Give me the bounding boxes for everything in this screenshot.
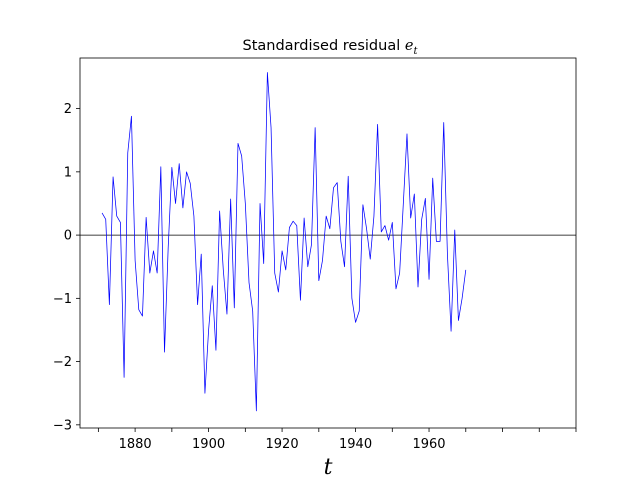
axes-frame: [79, 57, 577, 429]
x-tick-label: 1960: [412, 437, 445, 452]
y-tick-label: −1: [53, 292, 72, 307]
y-axis-ticks: −3 −2 −1 0 1 2: [53, 102, 80, 433]
y-tick-label: −3: [53, 418, 72, 433]
x-tick-label: 1940: [339, 437, 372, 452]
y-tick-label: 2: [64, 102, 72, 117]
x-tick-label: 1920: [266, 437, 299, 452]
residual-series-line: [101, 72, 467, 412]
x-tick-label: 1900: [192, 437, 225, 452]
y-tick-label: −2: [53, 355, 72, 370]
y-tick-label: 0: [64, 229, 72, 244]
y-tick-label: 1: [64, 165, 72, 180]
x-axis-label: t: [324, 455, 333, 480]
chart-title: Standardised residual et: [243, 38, 419, 57]
plot-area: [80, 72, 576, 412]
x-tick-label: 1880: [119, 437, 152, 452]
x-axis-ticks: 1880 1900 1920 1940 1960: [97, 428, 577, 452]
